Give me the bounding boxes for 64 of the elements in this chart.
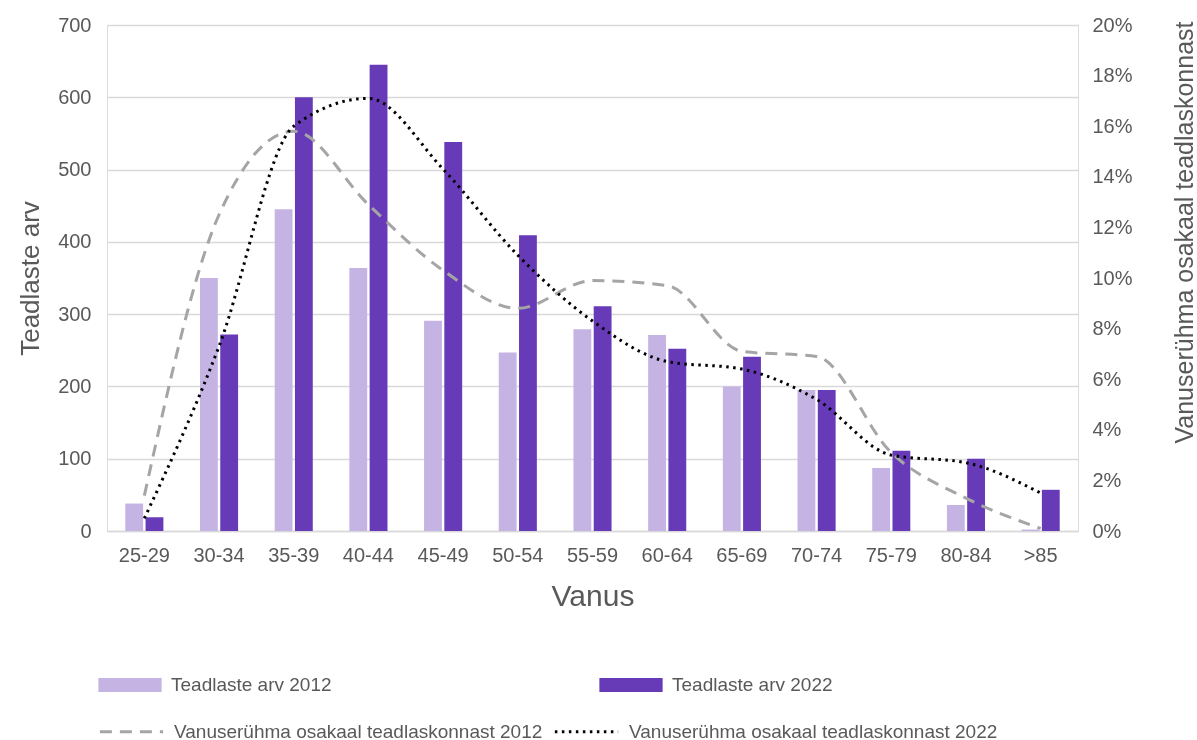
- bar: [892, 450, 911, 531]
- y-tick-label: 600: [58, 85, 92, 108]
- x-tick-label: 80-84: [940, 543, 992, 566]
- x-tick-label: 60-64: [641, 543, 693, 566]
- x-tick-label: 75-79: [865, 543, 917, 566]
- y2-tick-label: 0%: [1092, 519, 1122, 542]
- y2-tick-label: 16%: [1092, 114, 1133, 137]
- y2-tick-label: 2%: [1092, 468, 1122, 491]
- bar: [573, 329, 592, 531]
- y2-tick-label: 8%: [1092, 317, 1122, 340]
- bar: [444, 142, 463, 531]
- legend-label: Teadlaste arv 2022: [672, 674, 833, 695]
- legend-label: Vanuserühma osakaal teadlaskonnast 2012: [174, 720, 543, 740]
- bar: [145, 517, 164, 531]
- x-tick-label: 55-59: [566, 543, 619, 566]
- y2-tick-label: 10%: [1092, 266, 1133, 289]
- bar: [817, 390, 836, 531]
- y-tick-label: 400: [58, 230, 92, 253]
- bar: [648, 335, 666, 531]
- y-tick-label: 500: [58, 158, 92, 181]
- y2-tick-label: 4%: [1092, 418, 1122, 441]
- legend-label: Vanuserühma osakaal teadlaskonnast 2022: [629, 720, 998, 740]
- x-tick-label: 35-39: [268, 543, 320, 566]
- bar: [274, 209, 293, 531]
- y-tick-label: 0: [80, 519, 92, 542]
- bar: [424, 320, 442, 531]
- y2-tick-label: 20%: [1092, 13, 1133, 36]
- y-tick-label: 700: [58, 13, 92, 36]
- y2-tick-label: 14%: [1092, 165, 1133, 188]
- legend-label: Teadlaste arv 2012: [171, 674, 332, 695]
- bar: [294, 97, 313, 531]
- x-tick-label: 25-29: [118, 543, 170, 566]
- bar: [349, 267, 368, 531]
- y2-tick-label: 6%: [1092, 367, 1122, 390]
- x-tick-label: 50-54: [492, 543, 544, 566]
- bar: [498, 352, 517, 531]
- bar: [967, 458, 986, 531]
- bar: [519, 235, 537, 531]
- bar: [722, 386, 741, 531]
- y-tick-label: 100: [58, 447, 92, 470]
- bar: [369, 64, 388, 531]
- y-tick-label: 300: [58, 302, 92, 325]
- x-tick-label: 30-34: [193, 543, 245, 566]
- x-tick-label: >85: [1023, 543, 1058, 566]
- y2-tick-label: 12%: [1092, 215, 1133, 238]
- bar: [872, 468, 891, 531]
- bar: [797, 390, 816, 531]
- y2-axis-title: Vanuserühma osakaal teadlaskonnast: [1169, 21, 1197, 444]
- bar: [220, 334, 239, 531]
- x-tick-label: 45-49: [417, 543, 469, 566]
- bar: [199, 278, 218, 531]
- x-tick-label: 40-44: [342, 543, 394, 566]
- x-tick-label: 70-74: [791, 543, 843, 566]
- bar: [125, 503, 144, 531]
- bar: [668, 348, 687, 531]
- x-tick-label: 65-69: [716, 543, 768, 566]
- bar: [1041, 489, 1060, 531]
- y-tick-label: 200: [58, 374, 92, 397]
- x-axis-title: Vanus: [551, 578, 635, 612]
- y-axis-title: Teadlaste arv: [15, 201, 46, 356]
- y2-tick-label: 18%: [1092, 64, 1133, 87]
- bar: [743, 356, 761, 531]
- bar: [946, 504, 965, 531]
- bar: [593, 306, 612, 531]
